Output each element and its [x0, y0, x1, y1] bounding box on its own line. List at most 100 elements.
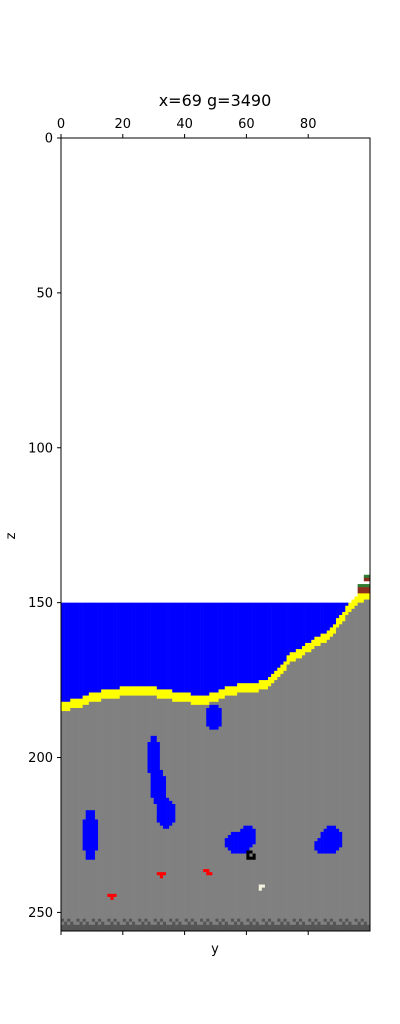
cell-bedrock — [200, 918, 204, 923]
cell-water — [326, 825, 331, 854]
cell-stone — [101, 698, 105, 923]
cell-stone — [200, 704, 204, 919]
cell-sand — [348, 602, 352, 613]
cell-stone — [227, 850, 232, 926]
cell-bedrock — [292, 924, 297, 932]
cell-bedrock — [94, 921, 99, 932]
cell-stone — [98, 701, 102, 919]
cell-bedrock — [314, 924, 318, 932]
cell-stone — [73, 707, 77, 926]
cell-bedrock — [305, 924, 309, 932]
cell-sand — [67, 701, 71, 712]
cell-stone — [360, 921, 365, 926]
cell-stone — [203, 872, 207, 922]
cell-stone — [94, 850, 99, 923]
cell-water — [258, 602, 263, 681]
cell-bedrock — [209, 921, 213, 932]
cell-bedrock — [61, 918, 65, 923]
x-tick-label: 0 — [57, 117, 65, 132]
cell-sand — [116, 689, 121, 699]
cell-water — [122, 602, 127, 687]
cell-bedrock — [280, 921, 284, 932]
cell-stone — [79, 707, 83, 923]
cell-stone — [147, 773, 151, 923]
cell-water — [295, 602, 300, 650]
cell-stone — [252, 692, 256, 830]
cell-bedrock — [113, 918, 117, 923]
cell-stone — [314, 921, 318, 926]
cell-bedrock — [128, 924, 133, 932]
cell-bedrock — [221, 924, 226, 932]
cell-bedrock — [317, 921, 321, 932]
cell-sand — [354, 596, 358, 607]
cell-water — [172, 804, 176, 823]
cell-stone — [172, 701, 176, 805]
cell-stone — [159, 921, 164, 926]
cell-bedrock — [98, 924, 102, 932]
cell-bedrock — [175, 924, 179, 932]
cell-sand — [258, 680, 263, 690]
cell-sand — [351, 599, 355, 610]
cell-water — [280, 602, 284, 665]
cell-stone — [305, 652, 309, 926]
cell-sand — [243, 683, 247, 693]
cell-bedrock — [107, 924, 111, 932]
plot-frame — [60, 137, 371, 932]
cell-water — [178, 602, 182, 693]
cell-bedrock — [277, 924, 281, 932]
cell-water — [305, 602, 309, 644]
cell-sand — [206, 695, 210, 706]
cell-stone — [329, 853, 334, 919]
cell-stone — [249, 859, 253, 922]
cell-bedrock — [302, 921, 306, 932]
cell-bedrock — [360, 924, 365, 932]
x-axis-bottom — [60, 931, 309, 935]
cell-stone — [110, 698, 114, 895]
cell-sand — [339, 615, 343, 625]
cell-sand — [107, 689, 111, 699]
cell-stone — [82, 921, 87, 926]
cell-sand — [172, 692, 176, 703]
cell-ore_black — [246, 850, 250, 861]
cell-stone — [91, 921, 96, 926]
cell-bedrock — [76, 924, 80, 932]
cell-stone — [175, 701, 179, 919]
cell-water — [88, 810, 93, 861]
cell-bedrock — [342, 921, 346, 932]
cell-bedrock — [308, 918, 312, 923]
x-tick-label: 60 — [238, 117, 255, 132]
cell-ore_black — [249, 856, 253, 861]
cell-water — [162, 776, 167, 830]
cell-bedrock — [289, 924, 294, 932]
cell-stone — [122, 921, 127, 926]
cell-water — [308, 602, 312, 644]
cell-sand — [274, 670, 278, 681]
cell-bedrock — [125, 921, 130, 932]
cell-water — [88, 602, 93, 693]
cell-stone — [178, 701, 182, 922]
cell-stone — [153, 695, 158, 737]
cell-water — [277, 602, 281, 668]
cell-stone — [234, 853, 238, 923]
cell-bedrock — [193, 921, 198, 932]
cell-sand — [64, 701, 68, 712]
cell-bedrock — [153, 918, 158, 923]
cell-sand — [264, 680, 269, 690]
cell-bedrock — [323, 924, 328, 932]
cell-water — [227, 602, 232, 687]
cell-sand — [169, 689, 173, 699]
cell-grass — [360, 584, 365, 588]
cell-stone — [289, 661, 294, 926]
cell-water — [234, 602, 238, 687]
cell-water — [292, 602, 297, 653]
cell-sand — [178, 692, 182, 703]
cell-stone — [144, 921, 148, 926]
cell-bedrock — [76, 918, 80, 923]
cell-water — [264, 602, 269, 681]
cell-grass — [357, 584, 362, 588]
cell-water — [345, 602, 349, 607]
cell-grass — [366, 574, 371, 579]
cell-stone — [246, 921, 250, 926]
cell-bedrock — [144, 918, 148, 923]
cell-sand — [91, 692, 96, 703]
